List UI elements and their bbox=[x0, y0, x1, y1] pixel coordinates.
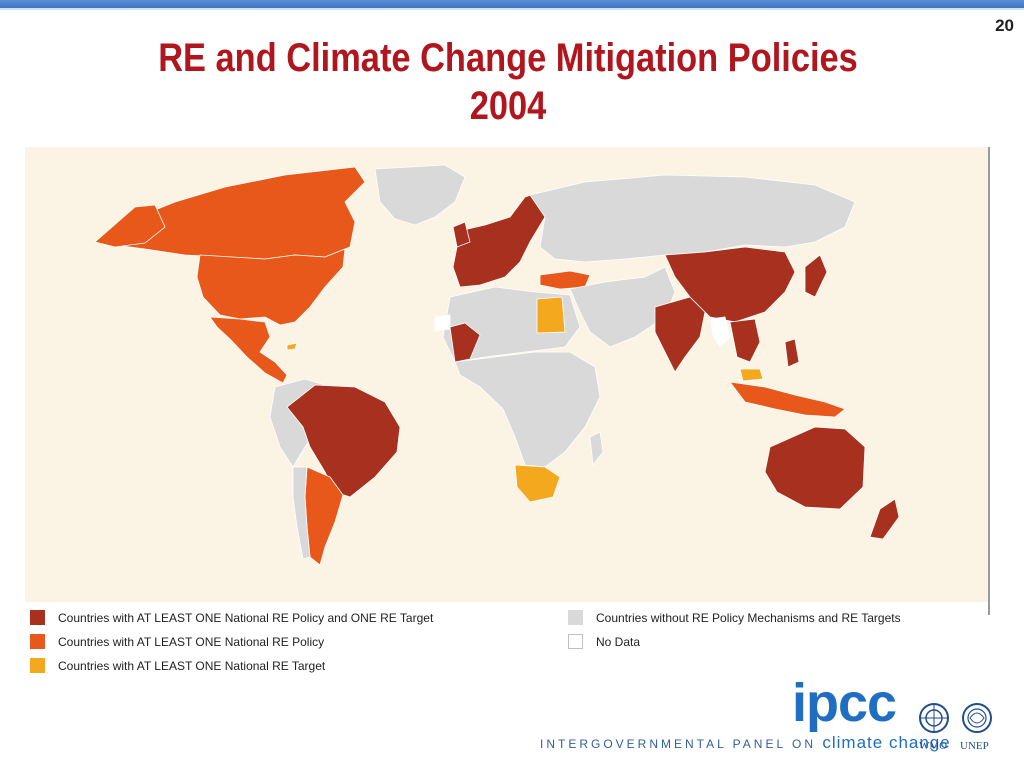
slide-number: 20 bbox=[995, 16, 1014, 35]
region-greenland bbox=[374, 164, 466, 226]
legend-swatch bbox=[568, 610, 583, 625]
ipcc-logo: ipcc bbox=[792, 673, 897, 733]
legend-label: Countries without RE Policy Mechanisms a… bbox=[596, 610, 901, 625]
region-malaysia bbox=[739, 368, 764, 382]
wmo-emblem-icon bbox=[919, 703, 949, 733]
region-westafrica-nodata bbox=[434, 314, 451, 332]
wmo-label: WMO bbox=[919, 740, 948, 752]
region-mexico bbox=[209, 316, 288, 384]
slide-title: RE and Climate Change Mitigation Policie… bbox=[71, 34, 945, 130]
legend-item-none: Countries without RE Policy Mechanisms a… bbox=[568, 610, 901, 625]
region-indonesia bbox=[729, 381, 846, 418]
region-egypt bbox=[536, 296, 566, 334]
legend-label: No Data bbox=[596, 634, 641, 649]
region-usa bbox=[196, 248, 346, 326]
region-caribbean bbox=[286, 342, 298, 351]
legend-item-no-data: No Data bbox=[568, 634, 640, 649]
footer-org-suffix: climate change bbox=[822, 733, 951, 752]
region-alaska bbox=[94, 204, 166, 248]
region-uk bbox=[452, 221, 471, 248]
region-australia bbox=[764, 426, 866, 510]
region-europe bbox=[452, 191, 546, 288]
legend-item-policy-and-target: Countries with AT LEAST ONE National RE … bbox=[30, 610, 433, 625]
region-south-africa bbox=[514, 464, 561, 503]
legend-item-target-only: Countries with AT LEAST ONE National RE … bbox=[30, 658, 325, 673]
unep-label: UNEP bbox=[960, 740, 989, 752]
legend-label: Countries with AT LEAST ONE National RE … bbox=[58, 634, 325, 649]
world-map bbox=[25, 147, 989, 602]
region-madagascar bbox=[589, 431, 604, 467]
legend-label: Countries with AT LEAST ONE National RE … bbox=[58, 610, 434, 625]
title-line-2: 2004 bbox=[469, 84, 547, 128]
region-philippines bbox=[784, 338, 800, 368]
region-russia bbox=[529, 174, 856, 263]
unep-emblem-icon bbox=[962, 703, 992, 733]
legend-swatch bbox=[30, 658, 45, 673]
region-subsaharan bbox=[454, 351, 601, 468]
title-line-1: RE and Climate Change Mitigation Policie… bbox=[158, 36, 858, 80]
legend-item-policy-only: Countries with AT LEAST ONE National RE … bbox=[30, 634, 324, 649]
region-myanmar-nodata bbox=[709, 316, 731, 348]
legend-swatch bbox=[568, 634, 583, 649]
region-india bbox=[654, 296, 706, 373]
region-china bbox=[664, 246, 796, 323]
region-new-zealand bbox=[869, 498, 900, 540]
footer-org-prefix: INTERGOVERNMENTAL PANEL ON bbox=[540, 737, 817, 751]
map-border bbox=[988, 147, 990, 615]
region-brazil bbox=[286, 384, 401, 498]
region-chile bbox=[292, 466, 311, 560]
region-mali bbox=[449, 322, 481, 363]
world-map-svg bbox=[93, 164, 900, 566]
top-accent-line bbox=[0, 8, 1024, 10]
region-canada bbox=[93, 166, 366, 260]
legend-swatch bbox=[30, 610, 45, 625]
region-se-asia bbox=[729, 318, 761, 363]
footer-org-name: INTERGOVERNMENTAL PANEL ON climate chang… bbox=[540, 733, 951, 753]
top-accent-bar bbox=[0, 0, 1024, 8]
region-japan bbox=[804, 254, 828, 298]
legend-swatch bbox=[30, 634, 45, 649]
map-legend: Countries with AT LEAST ONE National RE … bbox=[25, 605, 989, 680]
legend-label: Countries with AT LEAST ONE National RE … bbox=[58, 658, 326, 673]
